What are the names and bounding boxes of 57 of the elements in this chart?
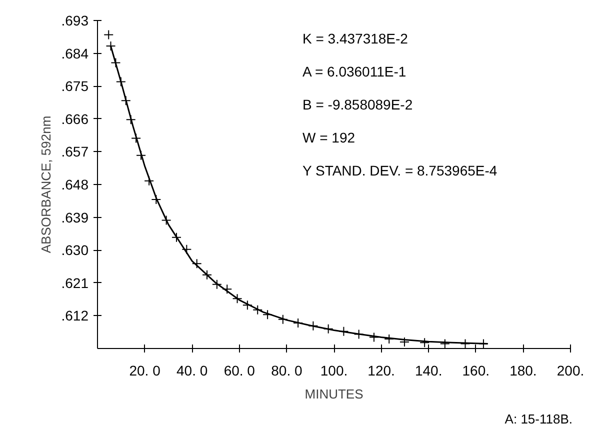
x-axis-title: MINUTES bbox=[304, 386, 364, 402]
x-tick-label: 80. 0 bbox=[271, 362, 302, 378]
point bbox=[120, 96, 131, 106]
point bbox=[252, 304, 263, 315]
point bbox=[182, 244, 192, 254]
point bbox=[222, 284, 232, 294]
point bbox=[293, 318, 304, 328]
text: A: 15-118B. bbox=[504, 412, 573, 426]
x-tick-label: 200. bbox=[556, 362, 584, 378]
x-tick-label: 160. bbox=[462, 362, 490, 378]
point bbox=[110, 58, 121, 68]
y-tick-label: .684 bbox=[61, 45, 89, 62]
point bbox=[399, 336, 410, 347]
annotation: A = 6.036011E-1 bbox=[302, 64, 406, 80]
point bbox=[136, 150, 146, 160]
x-tick-label: 60. 0 bbox=[224, 362, 256, 378]
point bbox=[106, 41, 116, 52]
y-tick-label: .675 bbox=[61, 78, 89, 94]
point bbox=[368, 332, 379, 342]
annotation: W = 192 bbox=[302, 130, 356, 146]
point bbox=[242, 300, 252, 310]
point bbox=[212, 279, 222, 290]
point bbox=[151, 194, 162, 204]
x-tick-label: 180. bbox=[510, 362, 537, 378]
point bbox=[308, 320, 318, 331]
point bbox=[104, 30, 114, 40]
y-tick-label: .621 bbox=[61, 274, 89, 291]
point bbox=[131, 133, 142, 144]
point bbox=[202, 270, 212, 280]
point bbox=[440, 338, 450, 348]
y-tick-label: .666 bbox=[61, 110, 89, 127]
x-tick-label: 20. 0 bbox=[129, 362, 161, 378]
annotation: K = 3.437318E-2 bbox=[302, 30, 408, 46]
x-tick-label: 100. bbox=[320, 362, 348, 378]
point bbox=[384, 334, 394, 344]
y-tick-label: .630 bbox=[61, 242, 89, 258]
y-tick-label: .648 bbox=[61, 176, 89, 192]
annotation: B = -9.858089E-2 bbox=[302, 96, 413, 112]
point bbox=[161, 215, 172, 226]
annotation: Y STAND. DEV. = 8.753965E-4 bbox=[302, 162, 498, 178]
point bbox=[192, 258, 202, 269]
point bbox=[323, 324, 334, 334]
y-tick-label: .657 bbox=[61, 144, 89, 160]
point bbox=[126, 114, 136, 125]
point bbox=[171, 232, 182, 242]
point bbox=[116, 76, 126, 87]
point bbox=[460, 338, 470, 348]
x-tick-label: 40. 0 bbox=[176, 362, 208, 378]
point bbox=[278, 314, 288, 324]
point bbox=[420, 338, 430, 348]
y-tick-label: .612 bbox=[61, 308, 89, 324]
y-axis-title: ABSORBANCE, 592nm bbox=[38, 116, 54, 254]
y-tick-label: .639 bbox=[61, 209, 89, 226]
point bbox=[232, 294, 242, 304]
x-tick-label: 120. bbox=[368, 362, 395, 378]
y-tick-label: .693 bbox=[61, 12, 89, 28]
x-tick-label: 140. bbox=[414, 362, 442, 378]
